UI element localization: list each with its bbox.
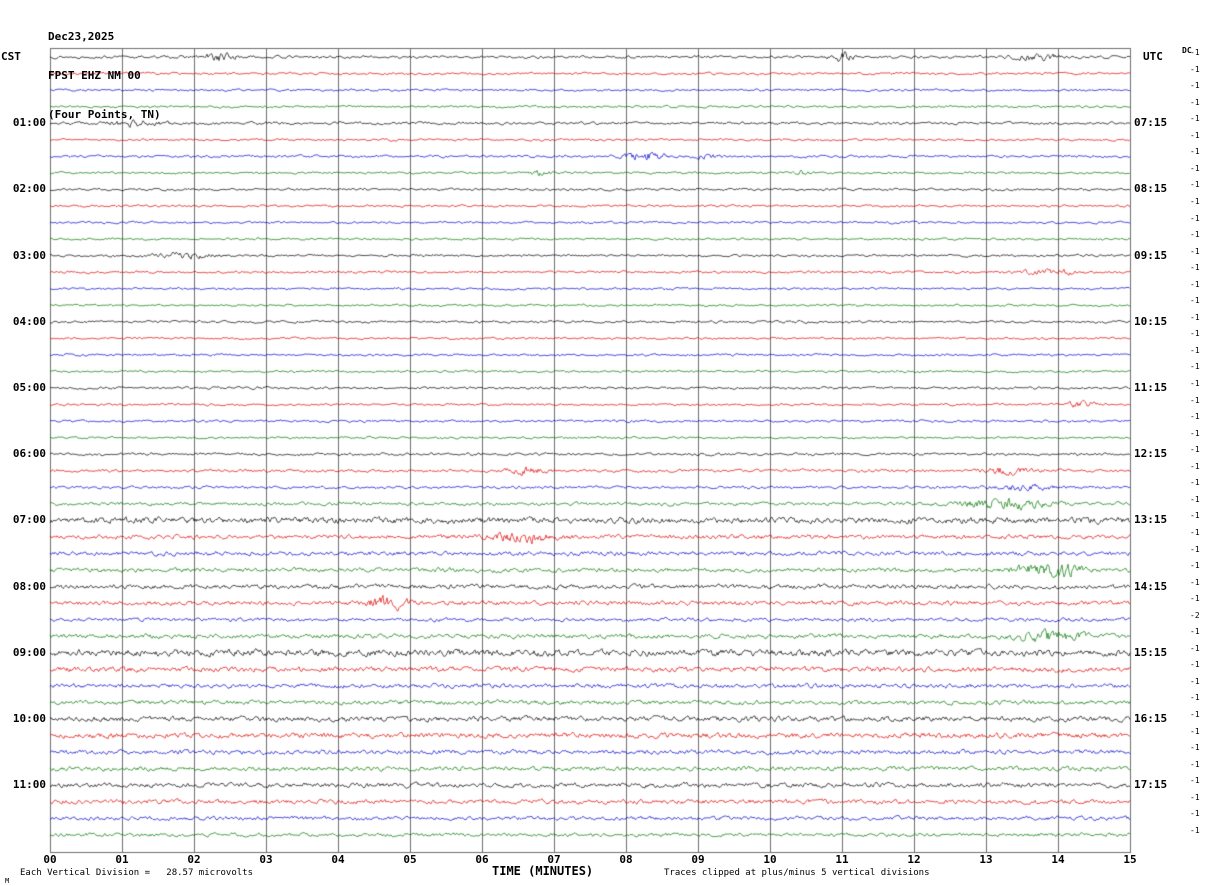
header-date: Dec23,2025 xyxy=(48,30,115,43)
dc-value: -1 xyxy=(1190,81,1200,91)
x-tick-label: 03 xyxy=(259,853,273,866)
dc-value: -2 xyxy=(1190,610,1200,620)
left-time-label: 04:00 xyxy=(12,314,46,328)
dc-value: -1 xyxy=(1190,379,1200,388)
x-tick-label: 08 xyxy=(619,853,633,866)
x-tick-label: 06 xyxy=(475,853,489,866)
dc-value: -1 xyxy=(1190,809,1200,819)
x-tick-label: 01 xyxy=(115,853,129,866)
x-tick-label: 02 xyxy=(187,853,201,866)
header-location: (Four Points, TN) xyxy=(48,108,161,121)
dc-value: -1 xyxy=(1190,693,1200,703)
dc-value: -1 xyxy=(1190,825,1200,835)
right-timezone-label: UTC xyxy=(1143,50,1163,63)
x-tick-label: 11 xyxy=(835,853,849,866)
dc-value: -1 xyxy=(1190,594,1200,604)
dc-value: -1 xyxy=(1190,643,1200,653)
x-tick-label: 07 xyxy=(547,853,561,866)
left-time-label: 03:00 xyxy=(12,248,46,262)
left-time-label: 02:00 xyxy=(12,182,46,196)
x-axis-title: TIME (MINUTES) xyxy=(492,864,594,878)
dc-value: -1 xyxy=(1190,279,1200,289)
dc-value: -1 xyxy=(1190,395,1200,405)
header-block: Dec23,2025 FPST EHZ NM 00 (Four Points, … xyxy=(48,4,161,147)
dc-column-label: DC xyxy=(1182,46,1192,55)
x-tick-label: 09 xyxy=(691,853,705,866)
dc-value: -1 xyxy=(1190,230,1200,240)
dc-value: -1 xyxy=(1190,130,1200,140)
dc-value: -1 xyxy=(1190,792,1200,802)
dc-value: -1 xyxy=(1190,544,1200,554)
right-time-label: 12:15 xyxy=(1134,447,1168,461)
dc-value: -1 xyxy=(1190,511,1200,521)
dc-value: -1 xyxy=(1190,710,1200,719)
left-time-label: 11:00 xyxy=(12,778,46,792)
dc-value: -1 xyxy=(1190,527,1200,537)
x-tick-label: 05 xyxy=(403,853,417,866)
left-time-label: 07:00 xyxy=(12,513,46,527)
dc-value: -1 xyxy=(1190,296,1200,306)
dc-value: -1 xyxy=(1190,196,1200,206)
left-time-label: 06:00 xyxy=(12,447,46,461)
dc-value: -1 xyxy=(1190,147,1200,157)
x-tick-label: 15 xyxy=(1123,853,1137,866)
dc-value: -1 xyxy=(1190,461,1200,471)
right-time-label: 16:15 xyxy=(1134,712,1168,725)
dc-value: -1 xyxy=(1190,726,1200,736)
dc-value: -1 xyxy=(1190,97,1200,107)
dc-value: -1 xyxy=(1190,412,1200,422)
dc-value: -1 xyxy=(1190,627,1200,637)
dc-value: -1 xyxy=(1190,345,1200,355)
header-station: FPST EHZ NM 00 xyxy=(48,69,141,82)
corner-mark: M xyxy=(5,877,10,885)
left-time-label: 05:00 xyxy=(12,381,46,394)
dc-value: -1 xyxy=(1190,478,1200,488)
right-time-label: 13:15 xyxy=(1134,513,1168,527)
dc-value: -1 xyxy=(1190,163,1200,173)
right-time-label: 08:15 xyxy=(1134,182,1168,196)
right-time-label: 10:15 xyxy=(1134,314,1168,328)
x-tick-label: 10 xyxy=(763,853,777,866)
left-timezone-label: CST xyxy=(1,50,21,63)
dc-value: -1 xyxy=(1190,577,1200,587)
dc-value: -1 xyxy=(1190,114,1200,124)
right-time-label: 07:15 xyxy=(1134,116,1168,130)
dc-value: -1 xyxy=(1190,64,1200,74)
left-time-label: 01:00 xyxy=(12,116,46,130)
x-tick-label: 00 xyxy=(43,853,57,866)
dc-value: -1 xyxy=(1190,312,1200,322)
dc-value: -1 xyxy=(1190,445,1200,455)
right-time-label: 15:15 xyxy=(1134,645,1168,659)
left-time-label: 10:00 xyxy=(12,712,46,725)
right-time-label: 17:15 xyxy=(1134,778,1168,792)
dc-value: -1 xyxy=(1190,362,1200,372)
dc-value: -1 xyxy=(1190,676,1200,686)
dc-value: -1 xyxy=(1190,776,1200,786)
footer-clip-note: Traces clipped at plus/minus 5 vertical … xyxy=(664,868,930,878)
dc-value: -1 xyxy=(1190,494,1200,504)
x-tick-label: 12 xyxy=(907,853,921,866)
left-time-label: 09:00 xyxy=(12,645,46,659)
dc-value: -1 xyxy=(1190,246,1200,256)
dc-value: -1 xyxy=(1190,180,1200,190)
x-tick-label: 14 xyxy=(1051,853,1065,866)
dc-value: -1 xyxy=(1190,213,1200,223)
footer-scale-note: Each Vertical Division = 28.57 microvolt… xyxy=(20,868,253,878)
dc-value: -1 xyxy=(1190,759,1200,769)
dc-value: -1 xyxy=(1190,48,1200,57)
x-tick-label: 04 xyxy=(331,853,345,866)
dc-value: -1 xyxy=(1190,743,1200,753)
dc-value: -1 xyxy=(1190,660,1200,670)
right-time-label: 14:15 xyxy=(1134,579,1168,593)
x-tick-label: 13 xyxy=(979,853,993,866)
left-time-label: 08:00 xyxy=(12,579,46,593)
dc-value: -1 xyxy=(1190,428,1200,438)
dc-value: -1 xyxy=(1190,329,1200,339)
right-time-label: 09:15 xyxy=(1134,248,1168,262)
dc-value: -1 xyxy=(1190,561,1200,571)
right-time-label: 11:15 xyxy=(1134,381,1168,394)
dc-value: -1 xyxy=(1190,263,1200,273)
